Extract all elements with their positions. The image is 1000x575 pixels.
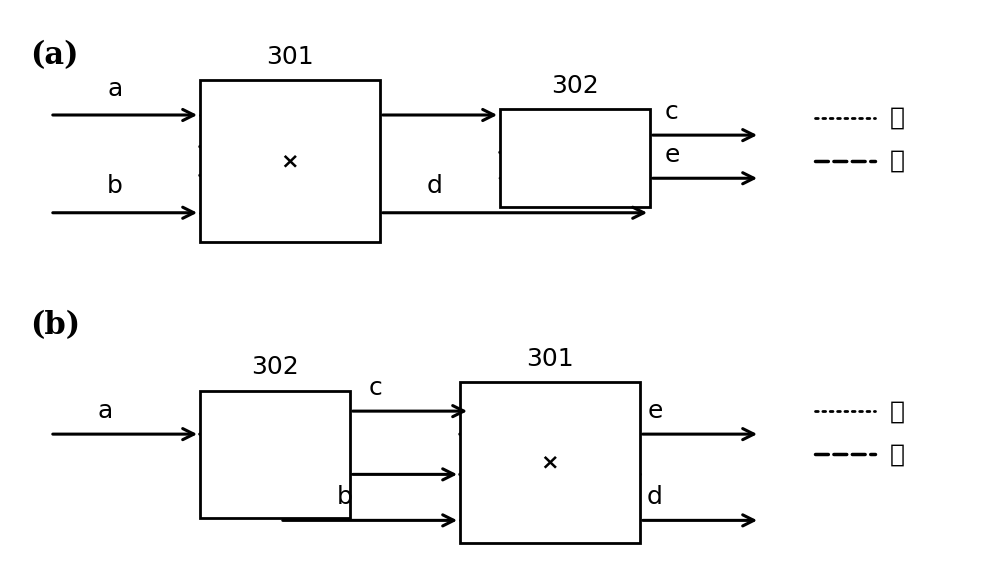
- Text: 302: 302: [551, 74, 599, 98]
- Bar: [200, 81, 380, 242]
- Text: c: c: [665, 99, 679, 124]
- Text: 关: 关: [890, 106, 905, 130]
- Text: (b): (b): [30, 310, 80, 342]
- Text: b: b: [107, 174, 123, 198]
- Text: ×: ×: [541, 453, 559, 473]
- Bar: [500, 109, 650, 207]
- Bar: [200, 391, 350, 518]
- Bar: [460, 382, 640, 543]
- Text: 302: 302: [251, 355, 299, 380]
- Text: a: a: [107, 76, 123, 101]
- Text: e: e: [647, 398, 663, 423]
- Text: ×: ×: [281, 151, 299, 171]
- Text: 301: 301: [266, 45, 314, 69]
- Text: d: d: [427, 174, 443, 198]
- Text: (a): (a): [30, 40, 78, 71]
- Text: b: b: [337, 485, 353, 509]
- Text: d: d: [647, 485, 663, 509]
- Text: 开: 开: [890, 149, 905, 173]
- Text: c: c: [368, 375, 382, 400]
- Text: 关: 关: [890, 399, 905, 423]
- Text: 开: 开: [890, 442, 905, 466]
- Text: 301: 301: [526, 347, 574, 371]
- Text: e: e: [664, 143, 680, 167]
- Text: a: a: [97, 398, 113, 423]
